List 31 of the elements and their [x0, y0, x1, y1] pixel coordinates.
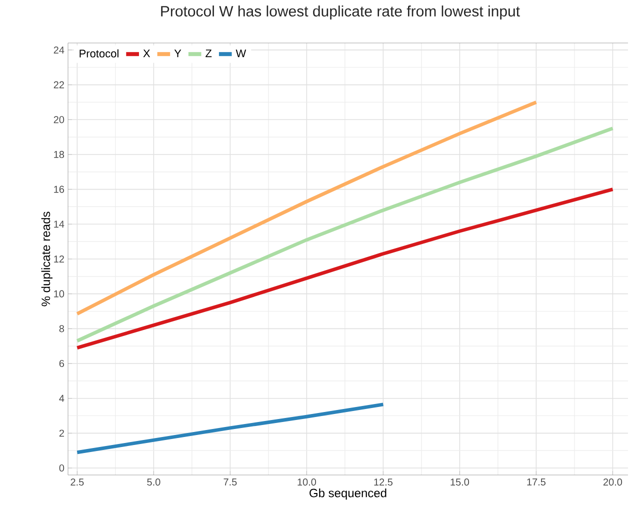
x-tick-label: 5.0 — [147, 478, 160, 486]
y-axis-title: % duplicate reads — [41, 212, 52, 306]
y-tick-label: 6 — [59, 360, 64, 368]
x-tick-label: 10.0 — [298, 478, 316, 486]
x-tick-label: 2.5 — [70, 478, 84, 486]
x-tick-label: 15.0 — [450, 478, 470, 486]
y-tick-label: 4 — [59, 394, 64, 402]
y-tick-label: 14 — [54, 220, 64, 228]
y-tick-label: 0 — [59, 464, 64, 472]
y-tick-label: 2 — [59, 430, 64, 437]
legend-title: Protocol — [80, 49, 118, 58]
chart-title: Protocol W has lowest duplicate rate from lowest input — [161, 6, 520, 20]
x-tick-label: 17.5 — [527, 478, 546, 486]
y-tick-label: 20 — [54, 116, 64, 124]
x-tick-label: 7.5 — [224, 478, 237, 486]
y-tick-label: 24 — [54, 46, 64, 54]
y-tick-label: 12 — [54, 256, 64, 262]
line-series — [75, 100, 538, 316]
y-tick-label: 8 — [59, 325, 64, 332]
x-tick-label: 20.0 — [603, 478, 622, 486]
line-series — [75, 188, 614, 350]
x-tick-label: 12.5 — [374, 478, 393, 486]
x-axis-title: Gb sequenced — [310, 488, 386, 500]
y-tick-label: 16 — [54, 186, 64, 193]
y-tick-label: 10 — [54, 290, 64, 298]
legend-label: Y — [174, 50, 182, 58]
legend-label: W — [236, 50, 246, 58]
legend-label: X — [143, 50, 150, 58]
y-tick-label: 22 — [54, 81, 64, 88]
y-tick-label: 18 — [54, 150, 64, 158]
legend-label: Z — [206, 50, 212, 58]
